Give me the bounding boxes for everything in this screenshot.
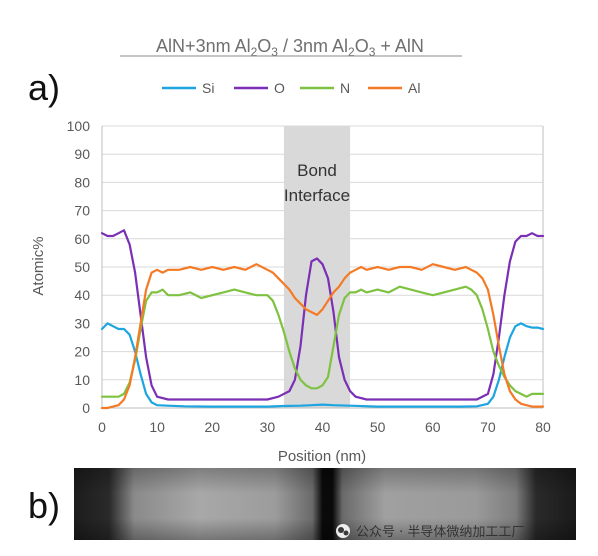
plot-area: 0 10 20 30 40 50 60 70 80 90 100 0 10 20 30 40 50 60 70 80 xyxy=(67,118,551,435)
chart-legend: Si O N Al xyxy=(162,80,420,96)
y-tick-label: 20 xyxy=(74,344,90,360)
x-tick-label: 10 xyxy=(149,419,165,435)
x-axis-label: Position (nm) xyxy=(278,448,366,465)
legend-label-n: N xyxy=(340,80,350,96)
annotation-interface: Interface xyxy=(284,186,350,205)
x-tick-label: 70 xyxy=(480,419,496,435)
y-tick-label: 50 xyxy=(74,259,90,275)
x-tick-label: 0 xyxy=(98,419,106,435)
y-tick-label: 40 xyxy=(74,287,90,303)
y-tick-label: 90 xyxy=(74,146,90,162)
watermark-text: 公众号 · 半导体微纳加工工厂 xyxy=(356,525,524,540)
figure-title: AlN+3nm Al2O3 / 3nm Al2O3 + AlN xyxy=(156,36,424,59)
x-tick-label: 80 xyxy=(535,419,551,435)
legend-label-al: Al xyxy=(408,80,420,96)
panel-label-b: b) xyxy=(28,485,60,526)
y-tick-label: 30 xyxy=(74,315,90,331)
series-line-al xyxy=(100,263,545,410)
legend-label-si: Si xyxy=(202,80,214,96)
legend-label-o: O xyxy=(274,80,285,96)
x-tick-label: 60 xyxy=(425,419,441,435)
tem-image xyxy=(74,468,576,540)
y-axis-label: Atomic% xyxy=(30,236,47,295)
series-line-n xyxy=(100,285,545,398)
y-tick-label: 100 xyxy=(67,118,91,134)
annotation-bond: Bond xyxy=(297,161,337,180)
panel-label-a: a) xyxy=(28,67,60,108)
y-tick-label: 60 xyxy=(74,231,90,247)
y-tick-label: 70 xyxy=(74,203,90,219)
series-line-o xyxy=(100,229,545,401)
y-tick-label: 80 xyxy=(74,174,90,190)
y-tick-label: 10 xyxy=(74,372,90,388)
x-tick-label: 30 xyxy=(260,419,276,435)
watermark: 公众号 · 半导体微纳加工工厂 xyxy=(336,524,524,540)
x-tick-label: 40 xyxy=(315,419,331,435)
x-tick-label: 20 xyxy=(204,419,220,435)
x-tick-label: 50 xyxy=(370,419,386,435)
y-tick-label: 0 xyxy=(82,400,90,416)
